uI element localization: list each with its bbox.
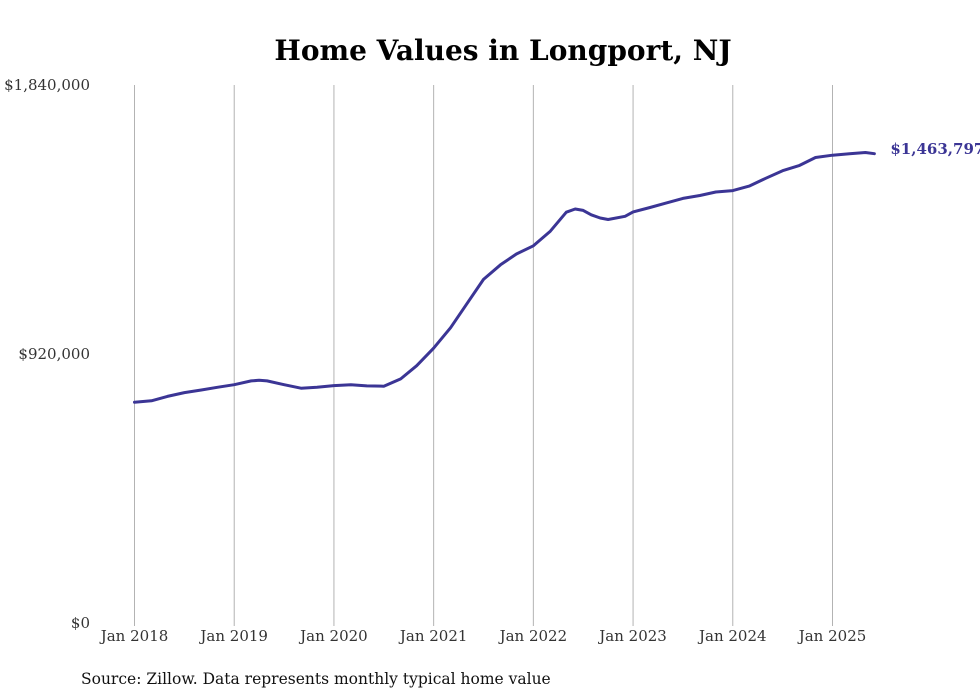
x-tick-label: Jan 2024	[697, 627, 767, 645]
x-tick-label: Jan 2022	[498, 627, 568, 645]
y-tick-label: $1,840,000	[4, 76, 90, 94]
y-tick-label: $920,000	[18, 345, 90, 363]
x-axis: Jan 2018 Jan 2019 Jan 2020 Jan 2021 Jan 2022…	[99, 627, 867, 645]
x-tick-label: Jan 2018	[99, 627, 169, 645]
series: $1,463,797	[133, 140, 980, 404]
series-line-0	[133, 151, 876, 404]
chart-title: Home Values in Longport, NJ	[274, 34, 731, 67]
x-tick-label: Jan 2025	[797, 627, 867, 645]
y-axis: $0 $920,000 $1,840,000	[4, 76, 90, 632]
grid-lines	[134, 85, 833, 626]
source-note: Source: Zillow. Data represents monthly …	[81, 670, 551, 688]
x-tick-label: Jan 2021	[398, 627, 468, 645]
x-tick-label: Jan 2020	[298, 627, 368, 645]
x-tick-label: Jan 2023	[597, 627, 667, 645]
x-tick-label: Jan 2019	[198, 627, 268, 645]
y-tick-label: $0	[71, 614, 90, 632]
end-value-label: $1,463,797	[890, 140, 980, 158]
